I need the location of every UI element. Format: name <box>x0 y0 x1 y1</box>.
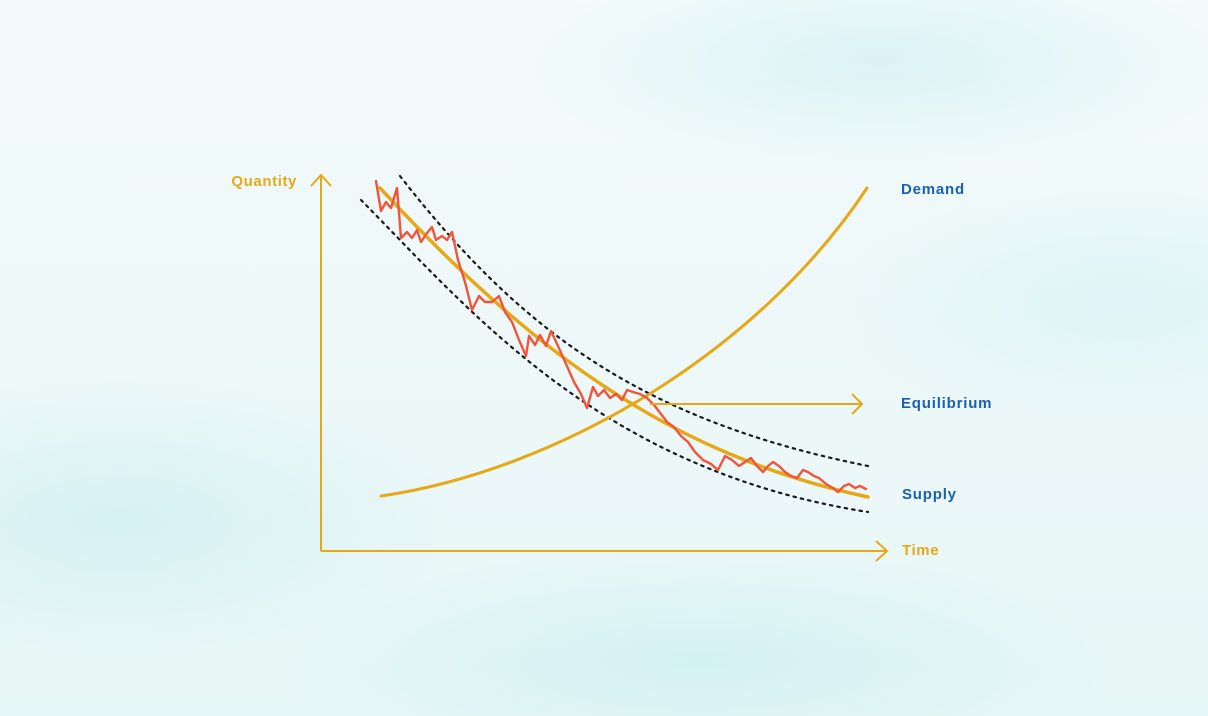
y-axis-arrowhead <box>310 173 332 187</box>
equilibrium-label: Equilibrium <box>901 395 992 412</box>
supply-label: Supply <box>902 486 957 503</box>
supply-curve <box>378 186 870 499</box>
equilibrium-pointer-arrowhead <box>851 393 864 415</box>
upper-confidence-band <box>398 174 870 468</box>
x-axis-label: Time <box>902 542 939 559</box>
y-axis-label: Quantity <box>231 173 297 190</box>
demand-curve <box>379 186 869 498</box>
x-axis-arrowhead <box>875 540 889 562</box>
lower-confidence-band <box>359 198 870 514</box>
actual-series-line <box>374 179 868 494</box>
demand-label: Demand <box>901 181 965 198</box>
